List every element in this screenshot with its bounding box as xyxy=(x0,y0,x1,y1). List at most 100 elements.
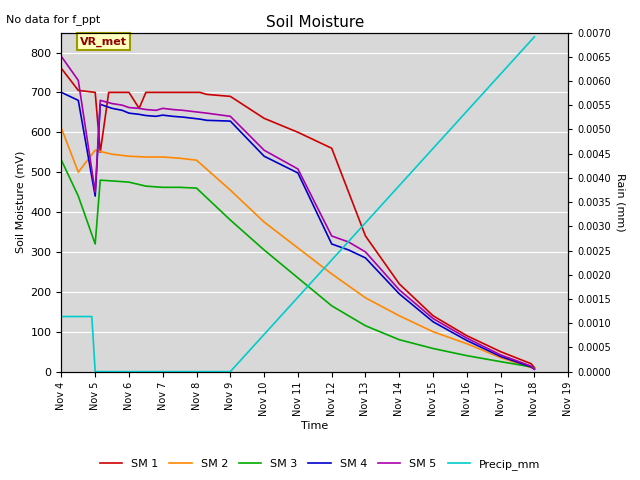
Precip_mm xyxy=(531,34,538,40)
SM 2 xyxy=(463,341,470,347)
SM 3 xyxy=(328,303,335,309)
SM 5 xyxy=(108,101,116,107)
SM 1 xyxy=(497,349,504,355)
SM 2 xyxy=(142,154,150,160)
SM 5 xyxy=(260,147,268,153)
SM 1 xyxy=(429,313,437,319)
SM 1 xyxy=(97,149,104,155)
SM 3 xyxy=(497,359,504,364)
Legend: SM 1, SM 2, SM 3, SM 4, SM 5, Precip_mm: SM 1, SM 2, SM 3, SM 4, SM 5, Precip_mm xyxy=(95,455,545,474)
SM 2 xyxy=(227,187,234,193)
SM 1 xyxy=(152,89,160,95)
SM 3 xyxy=(396,337,403,343)
SM 5 xyxy=(142,107,150,112)
SM 2 xyxy=(125,153,133,159)
SM 2 xyxy=(108,151,116,157)
SM 3 xyxy=(260,247,268,253)
SM 4 xyxy=(463,337,470,343)
Precip_mm xyxy=(92,369,99,374)
Precip_mm xyxy=(58,313,65,319)
SM 2 xyxy=(74,169,82,175)
SM 1 xyxy=(159,89,166,95)
Text: VR_met: VR_met xyxy=(80,36,127,47)
SM 1 xyxy=(125,89,133,95)
SM 5 xyxy=(531,366,538,372)
SM 5 xyxy=(429,316,437,322)
SM 2 xyxy=(58,125,65,131)
SM 1 xyxy=(189,89,197,95)
SM 5 xyxy=(118,102,126,108)
Line: SM 1: SM 1 xyxy=(61,69,534,368)
SM 3 xyxy=(74,193,82,199)
SM 4 xyxy=(108,106,116,111)
SM 1 xyxy=(260,115,268,121)
SM 2 xyxy=(531,366,538,372)
SM 1 xyxy=(203,92,211,97)
Y-axis label: Soil Moisture (mV): Soil Moisture (mV) xyxy=(15,151,25,253)
SM 2 xyxy=(396,313,403,319)
SM 5 xyxy=(227,113,234,119)
SM 4 xyxy=(328,241,335,247)
SM 4 xyxy=(429,319,437,324)
SM 5 xyxy=(97,97,104,103)
SM 3 xyxy=(193,185,200,191)
Precip_mm xyxy=(88,313,95,319)
SM 4 xyxy=(125,110,133,116)
SM 3 xyxy=(142,183,150,189)
SM 5 xyxy=(345,239,353,245)
SM 5 xyxy=(74,78,82,84)
SM 4 xyxy=(497,354,504,360)
Line: Precip_mm: Precip_mm xyxy=(61,37,534,372)
Line: SM 2: SM 2 xyxy=(61,128,534,369)
SM 4 xyxy=(159,112,166,118)
SM 1 xyxy=(142,89,150,95)
SM 4 xyxy=(142,113,150,119)
SM 4 xyxy=(179,114,187,120)
SM 2 xyxy=(527,365,535,371)
Line: SM 4: SM 4 xyxy=(61,92,534,369)
SM 3 xyxy=(92,241,99,247)
SM 5 xyxy=(159,106,166,111)
SM 1 xyxy=(135,106,143,111)
SM 3 xyxy=(159,184,166,190)
SM 4 xyxy=(227,118,234,124)
SM 4 xyxy=(92,193,99,199)
SM 1 xyxy=(527,361,535,367)
SM 5 xyxy=(527,363,535,369)
SM 3 xyxy=(527,364,535,370)
SM 2 xyxy=(193,157,200,163)
X-axis label: Time: Time xyxy=(301,421,328,432)
SM 5 xyxy=(196,109,204,115)
SM 4 xyxy=(74,97,82,103)
SM 2 xyxy=(260,219,268,225)
SM 1 xyxy=(179,89,187,95)
Line: SM 5: SM 5 xyxy=(61,57,534,369)
SM 4 xyxy=(260,153,268,159)
SM 4 xyxy=(396,291,403,297)
SM 5 xyxy=(152,108,160,113)
SM 2 xyxy=(497,355,504,360)
SM 1 xyxy=(196,89,204,95)
Y-axis label: Rain (mm): Rain (mm) xyxy=(615,173,625,231)
SM 3 xyxy=(227,217,234,223)
SM 5 xyxy=(92,189,99,195)
SM 4 xyxy=(196,116,204,122)
SM 1 xyxy=(105,89,113,95)
SM 1 xyxy=(118,89,126,95)
SM 4 xyxy=(97,101,104,107)
SM 2 xyxy=(362,295,369,300)
SM 4 xyxy=(203,118,211,123)
Text: No data for f_ppt: No data for f_ppt xyxy=(6,14,100,25)
SM 4 xyxy=(531,366,538,372)
SM 1 xyxy=(396,281,403,287)
SM 1 xyxy=(58,66,65,72)
SM 2 xyxy=(159,154,166,160)
SM 4 xyxy=(189,115,197,121)
SM 1 xyxy=(169,89,177,95)
SM 1 xyxy=(92,89,99,95)
SM 3 xyxy=(429,346,437,351)
SM 5 xyxy=(58,54,65,60)
SM 2 xyxy=(92,147,99,153)
SM 1 xyxy=(362,233,369,239)
SM 5 xyxy=(125,105,133,110)
